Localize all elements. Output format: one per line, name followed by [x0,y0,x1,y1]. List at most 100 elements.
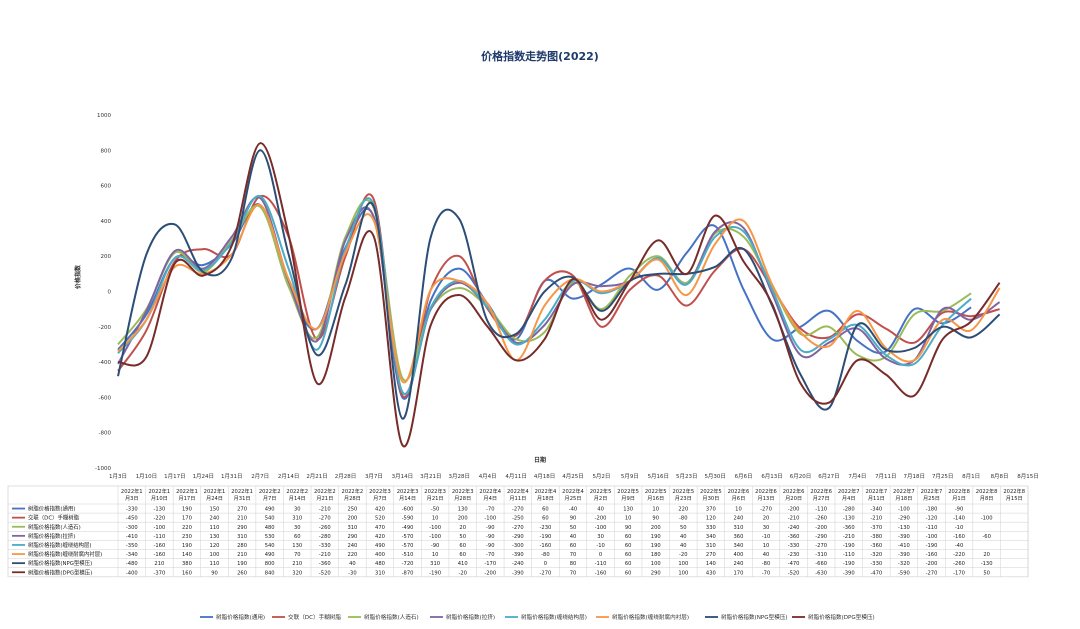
table-cell: -130 [898,525,910,531]
table-cell: 0 [599,552,602,558]
table-cell: 380 [182,561,192,567]
series-lines [117,142,1001,448]
table-cell: 520 [375,516,385,522]
table-cell: -240 [512,561,524,567]
table-cell: -210 [843,534,855,540]
table-cell: 240 [734,516,744,522]
table-cell: -570 [402,534,414,540]
y-tick-label: -400 [99,360,112,366]
table-cell: -870 [402,570,414,576]
table-header-cell: 2022年1 [121,487,143,495]
table-cell: 60 [459,543,466,549]
table-header-cell: 2022年6 [783,487,805,495]
x-tick-label: 2月14日 [278,473,300,480]
table-cell: 840 [265,570,275,576]
table-header-cell: 2022年3 [397,487,419,495]
table-cell: -590 [898,570,910,576]
table-cell: -630 [815,570,827,576]
table-cell: -720 [402,561,414,567]
table-cell: -350 [126,543,138,549]
table-cell: 240 [210,516,220,522]
table-header-cell: 月25日 [923,495,940,502]
table-header-cell: 月9日 [621,495,635,502]
table-cell: -330 [870,561,882,567]
table-header-cell: 月23日 [675,495,692,502]
table-header-cell: 月21日 [316,495,333,502]
table-header-cell: 月18日 [537,495,554,502]
table-cell: 400 [375,552,385,558]
table-cell: -120 [926,516,938,522]
x-tick-label: 4月4日 [479,473,497,480]
table-cell: 20 [459,525,466,531]
x-tick-label: 1月3日 [109,473,127,480]
x-tick-label: 6月20日 [790,473,812,480]
table-cell: 540 [265,516,275,522]
table-cell: -590 [402,516,414,522]
x-tick-label: 7月4日 [848,473,866,480]
table-cell: -210 [870,516,882,522]
table-header-cell: 2022年5 [700,487,722,495]
table-cell: 60 [625,561,632,567]
table-cell: -200 [595,516,607,522]
table-cell: 10 [735,507,742,513]
table-row-label: 树脂价格指数(通用) [28,505,75,513]
table-cell: -270 [540,570,552,576]
table-cell: 160 [182,570,192,576]
table-cell: 90 [652,516,659,522]
table-cell: -310 [815,552,827,558]
table-cell: -520 [319,570,331,576]
table-cell: 90 [570,516,577,522]
table-cell: -10 [955,525,963,531]
table-cell: 190 [182,543,192,549]
table-cell: -290 [898,516,910,522]
table-cell: -290 [815,534,827,540]
table-header-cell: 月21日 [427,495,444,502]
series-line-3 [117,196,1001,396]
table-cell: -160 [595,570,607,576]
table-cell: 190 [651,543,661,549]
table-cell: -190 [540,534,552,540]
x-axis-label: 日期 [534,456,546,464]
table-header-cell: 2022年4 [479,487,501,495]
table-cell: -80 [762,561,770,567]
y-tick-label: 1000 [97,113,111,119]
table-cell: 50 [983,570,990,576]
table-cell: -300 [126,525,138,531]
table-header-cell: 2022年7 [865,487,887,495]
table-header-cell: 月7日 [373,495,387,502]
table-cell: -370 [870,525,882,531]
table-cell: 530 [265,534,275,540]
table-cell: -330 [126,507,138,513]
table-header-cell: 2022年5 [590,487,612,495]
x-tick-label: 3月7日 [365,473,383,480]
table-cell: -410 [126,534,138,540]
table-cell: 100 [678,570,688,576]
legend-entry: 树脂价格指数(DPG型模压) [808,613,875,621]
table-header-cell: 2022年8 [976,487,998,495]
table-row-label: 树脂价格指数(人造石) [28,523,81,531]
table-cell: 800 [265,561,275,567]
table-cell: -260 [953,561,965,567]
table-header-cell: 2022年8 [1003,487,1025,495]
table-cell: -70 [486,552,494,558]
table-cell: -190 [926,543,938,549]
table-cell: -160 [926,552,938,558]
table-cell: 70 [570,552,577,558]
table-header-cell: 2022年6 [810,487,832,495]
table-cell: 10 [625,516,632,522]
table-cell: 170 [182,516,192,522]
table-header-cell: 月16日 [647,495,664,502]
table-cell: 60 [570,543,577,549]
table-cell: -100 [981,516,993,522]
y-tick-label: 800 [101,148,112,154]
table-cell: 40 [763,552,770,558]
table-header-cell: 月20日 [785,495,802,502]
x-tick-label: 6月27日 [818,473,840,480]
table-cell: -390 [898,534,910,540]
series-line-7 [117,142,1001,448]
table-row-label: 交联（DC）手糊树脂 [28,514,80,522]
table-cell: -110 [153,534,165,540]
table-row-label: 树脂价格指数(DPG型模压) [28,568,92,576]
table-cell: -280 [843,507,855,513]
table-cell: -330 [788,543,800,549]
